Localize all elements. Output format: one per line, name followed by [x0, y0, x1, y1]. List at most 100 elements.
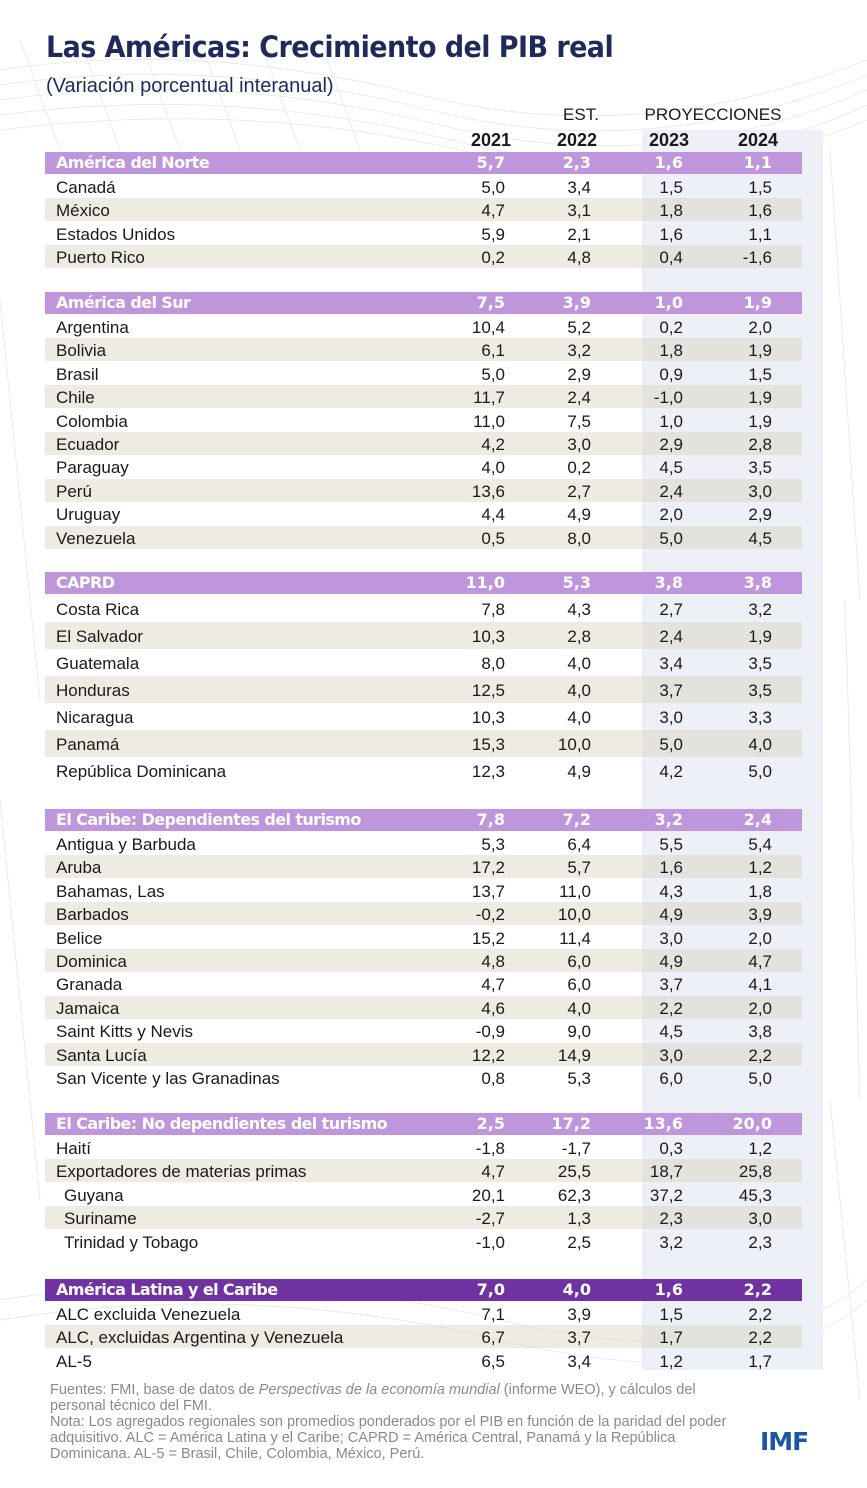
section-value-2022: 3,9	[562, 293, 591, 312]
cell-value-2023: 1,8	[659, 201, 683, 221]
country-label: Estados Unidos	[56, 224, 176, 244]
country-label: Argentina	[56, 318, 129, 337]
table-row: Exportadores de materias primas 4,7 25,5 18…	[45, 1159, 802, 1183]
cell-value-2023: 1,5	[659, 1305, 683, 1324]
table-row: Uruguay 4,4 4,9 2,0 2,9	[45, 502, 802, 525]
cell-value-2023: 4,3	[659, 881, 683, 901]
section-value-2021: 7,8	[476, 810, 505, 829]
projections-label: PROYECCIONES	[644, 105, 782, 124]
cell-value-2022: 2,4	[567, 388, 591, 408]
country-label: Barbados	[56, 905, 129, 925]
table-row: Venezuela 0,5 8,0 5,0 4,5	[45, 525, 802, 549]
cell-value-2023: 3,7	[659, 681, 683, 700]
country-label: Suriname	[64, 1209, 137, 1229]
section-value-2022: 4,0	[562, 1280, 591, 1299]
country-label: Jamaica	[56, 998, 120, 1018]
cell-value-2022: 5,3	[567, 1069, 591, 1088]
cell-value-2023: 37,2	[649, 1185, 683, 1205]
cell-value-2022: 5,7	[567, 858, 591, 878]
cell-value-2021: 8,0	[481, 654, 505, 673]
cell-value-2021: 4,0	[481, 458, 505, 478]
table-row: Saint Kitts y Nevis -0,9 9,0 4,5 3,8	[45, 1019, 802, 1042]
cell-value-2024: 3,0	[748, 1209, 772, 1229]
cell-value-2024: 2,0	[748, 928, 772, 948]
cell-value-2024: 3,5	[748, 458, 772, 478]
cell-value-2021: 12,2	[471, 1045, 505, 1065]
sources-note: Fuentes: FMI, base de datos de Perspecti…	[50, 1382, 696, 1414]
cell-value-2022: 10,0	[557, 905, 591, 925]
cell-value-2022: 6,0	[567, 975, 591, 995]
country-label: Saint Kitts y Nevis	[56, 1022, 193, 1042]
cell-value-2023: 3,0	[659, 1045, 683, 1065]
cell-value-2021: 5,0	[481, 364, 505, 384]
country-label: Granada	[56, 975, 123, 995]
section-header-row: América del Sur 7,5 3,9 1,0 1,9	[45, 292, 802, 314]
cell-value-2023: 6,0	[659, 1069, 683, 1088]
table-row: Colombia 11,0 7,5 1,0 1,9	[45, 409, 802, 432]
country-label: Haití	[56, 1139, 91, 1158]
cell-value-2023: 1,7	[659, 1328, 683, 1348]
cell-value-2022: 4,3	[567, 600, 591, 619]
page-title: Las Américas: Crecimiento del PIB real	[46, 30, 614, 64]
table-row: Haití -1,8 -1,7 0,3 1,2	[45, 1136, 802, 1159]
cell-value-2024: 4,1	[748, 975, 772, 995]
country-label: Perú	[56, 481, 92, 501]
cell-value-2021: 12,3	[471, 762, 505, 781]
cell-value-2024: 3,3	[748, 708, 772, 727]
cell-value-2021: 10,4	[471, 318, 505, 337]
country-label: Honduras	[56, 681, 130, 700]
cell-value-2023: -1,0	[653, 388, 683, 408]
cell-value-2022: 2,8	[567, 627, 591, 646]
cell-value-2024: 45,3	[738, 1185, 772, 1205]
cell-value-2024: 1,2	[748, 858, 772, 878]
cell-value-2024: -1,6	[742, 248, 772, 268]
section-name: América Latina y el Caribe	[56, 1280, 278, 1299]
country-label: ALC excluida Venezuela	[56, 1305, 241, 1324]
section-value-2023: 3,8	[654, 573, 683, 592]
section-value-2021: 2,5	[476, 1114, 505, 1133]
table-row: Costa Rica 7,8 4,3 2,7 3,2	[45, 595, 802, 622]
cell-value-2024: 2,2	[748, 1305, 772, 1324]
country-label: Dominica	[56, 952, 127, 971]
section-value-2024: 2,2	[743, 1280, 772, 1299]
cell-value-2022: 6,4	[567, 835, 591, 854]
cell-value-2021: 5,3	[481, 835, 505, 854]
cell-value-2023: 4,9	[659, 952, 683, 971]
section-name: El Caribe: Dependientes del turismo	[56, 810, 361, 829]
year-header-2023: 2023	[648, 130, 689, 150]
cell-value-2023: 1,0	[659, 411, 683, 431]
cell-value-2024: 1,1	[748, 224, 772, 244]
table-row: Aruba 17,2 5,7 1,6 1,2	[45, 855, 802, 879]
cell-value-2022: 3,4	[567, 178, 591, 197]
cell-value-2023: 1,8	[659, 341, 683, 361]
section-name: CAPRD	[56, 573, 115, 592]
section-value-2021: 11,0	[465, 573, 505, 592]
table-row: Brasil 5,0 2,9 0,9 1,5	[45, 362, 802, 385]
section-value-2021: 5,7	[476, 153, 505, 172]
cell-value-2024: 3,5	[748, 654, 772, 673]
country-label: Santa Lucía	[56, 1045, 147, 1065]
country-label: Bolivia	[56, 341, 107, 361]
page-subtitle: (Variación porcentual interanual)	[46, 75, 334, 97]
country-label: Brasil	[56, 364, 99, 384]
cell-value-2022: 4,8	[567, 248, 591, 268]
cell-value-2024: 2,0	[748, 318, 772, 337]
cell-value-2023: 0,3	[659, 1139, 683, 1158]
cell-value-2024: 1,2	[748, 1139, 772, 1158]
table-row: Barbados -0,2 10,0 4,9 3,9	[45, 902, 802, 926]
table-row: ALC, excluidas Argentina y Venezuela 6,7 3…	[45, 1325, 802, 1349]
cell-value-2022: 2,5	[567, 1232, 591, 1252]
country-label: ALC, excluidas Argentina y Venezuela	[56, 1328, 344, 1348]
cell-value-2022: 3,9	[567, 1305, 591, 1324]
cell-value-2021: 10,3	[471, 627, 505, 646]
cell-value-2023: 4,2	[659, 762, 683, 781]
section-header-row: El Caribe: No dependientes del turismo 2,…	[45, 1113, 802, 1135]
table-row: Jamaica 4,6 4,0 2,2 2,0	[45, 995, 802, 1019]
cell-value-2023: 0,2	[659, 318, 683, 337]
cell-value-2024: 5,0	[748, 762, 772, 781]
methodology-note: Nota: Los agregados regionales son prome…	[50, 1414, 727, 1462]
section-value-2023: 1,6	[654, 153, 683, 172]
cell-value-2021: 4,7	[481, 201, 505, 221]
cell-value-2024: 4,0	[748, 735, 772, 754]
country-label: Paraguay	[56, 458, 129, 478]
